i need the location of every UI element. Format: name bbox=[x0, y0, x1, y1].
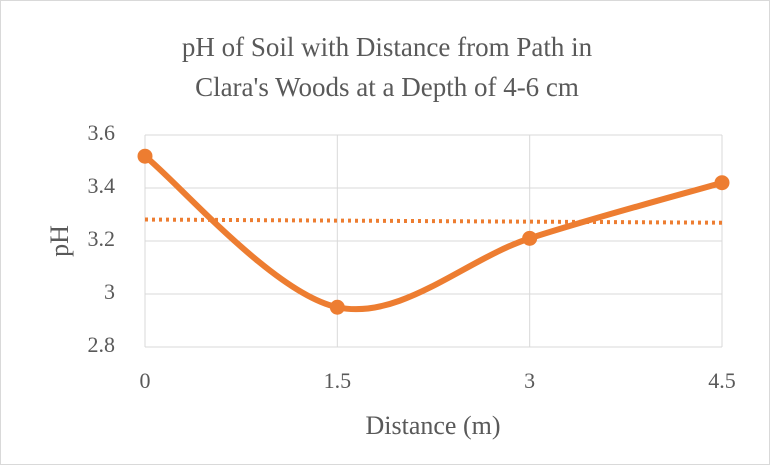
chart-title: Clara's Woods at a Depth of 4-6 cm bbox=[195, 72, 579, 102]
y-tick-label: 3.6 bbox=[88, 120, 116, 145]
y-tick-label: 2.8 bbox=[88, 332, 116, 357]
trendline bbox=[144, 217, 723, 225]
series-line bbox=[142, 153, 725, 313]
y-axis-label: pH bbox=[45, 225, 74, 257]
y-tick-label: 3.2 bbox=[88, 226, 116, 251]
x-tick-label: 1.5 bbox=[324, 368, 352, 393]
data-point bbox=[137, 148, 153, 164]
data-point bbox=[522, 230, 538, 246]
data-point bbox=[714, 175, 730, 191]
data-point bbox=[329, 299, 345, 315]
y-tick-label: 3.4 bbox=[88, 173, 116, 198]
x-tick-label: 0 bbox=[140, 368, 151, 393]
x-tick-label: 3 bbox=[524, 368, 535, 393]
y-tick-label: 3 bbox=[104, 279, 115, 304]
chart-title: pH of Soil with Distance from Path in bbox=[182, 32, 593, 62]
x-tick-label: 4.5 bbox=[708, 368, 736, 393]
x-axis-label: Distance (m) bbox=[365, 411, 500, 440]
